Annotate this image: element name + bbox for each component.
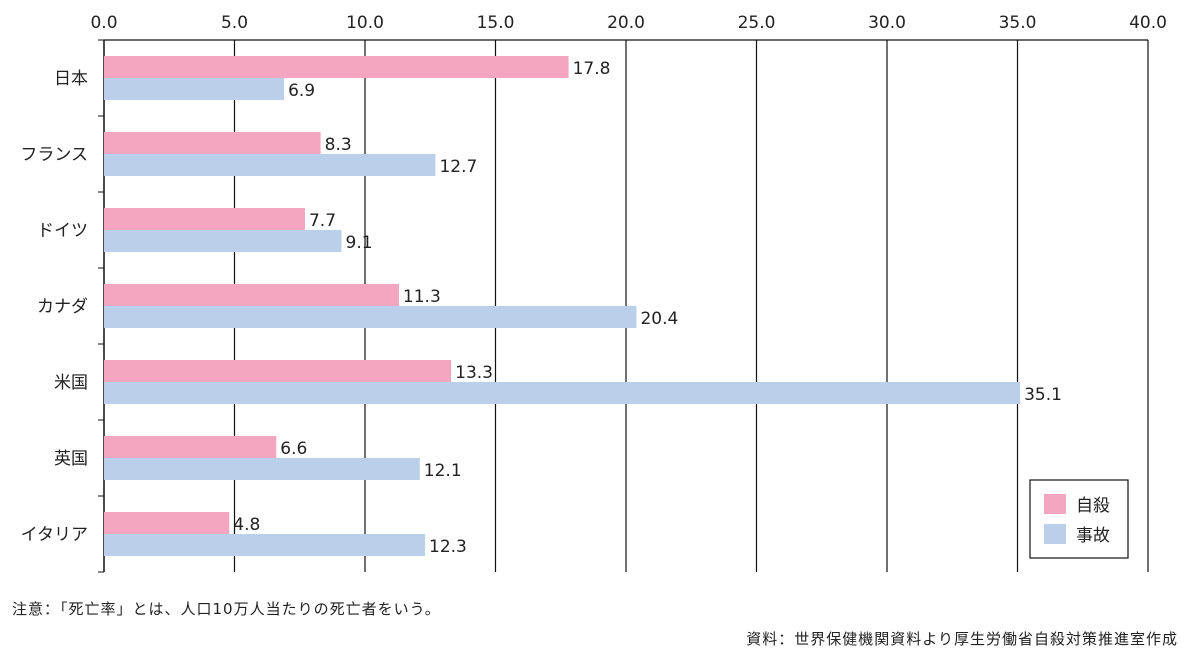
category-label: 米国 xyxy=(54,373,88,393)
data-label: 12.3 xyxy=(429,537,467,557)
x-tick-label: 35.0 xyxy=(999,13,1037,33)
category-label: 英国 xyxy=(54,449,88,469)
data-labels: 17.8 6.9 8.3 12.7 7.7 9.1 11.3 20.4 13.3 35.1 6.6 1… xyxy=(233,59,1062,557)
data-label: 17.8 xyxy=(573,59,611,79)
category-label: イタリア xyxy=(21,525,88,545)
data-label: 4.8 xyxy=(233,515,260,535)
legend-swatch xyxy=(1044,524,1066,544)
bar-accident xyxy=(104,230,342,252)
data-label: 20.4 xyxy=(640,309,678,329)
x-tick-label: 10.0 xyxy=(346,13,384,33)
bar-accident xyxy=(104,78,285,100)
x-tick-label: 15.0 xyxy=(477,13,515,33)
bar-accident xyxy=(104,306,637,328)
bar-suicide xyxy=(104,360,452,382)
x-tick-label: 20.0 xyxy=(607,13,645,33)
legend-box xyxy=(1029,479,1129,559)
data-label: 6.6 xyxy=(280,439,307,459)
bar-suicide xyxy=(104,512,230,534)
data-label: 6.9 xyxy=(288,81,315,101)
bars xyxy=(104,56,1021,556)
category-label: ドイツ xyxy=(37,221,88,241)
bar-suicide xyxy=(104,208,305,230)
category-label: フランス xyxy=(20,145,88,165)
data-label: 12.1 xyxy=(424,461,462,481)
legend-label: 自殺 xyxy=(1076,496,1110,516)
bar-suicide xyxy=(104,132,321,154)
x-tick-label: 25.0 xyxy=(738,13,776,33)
bar-accident xyxy=(104,534,426,556)
category-label: カナダ xyxy=(37,297,88,317)
legend-swatch xyxy=(1044,494,1066,514)
data-label: 35.1 xyxy=(1024,385,1062,405)
bar-suicide xyxy=(104,284,399,306)
x-tick-label: 5.0 xyxy=(221,13,248,33)
data-label: 8.3 xyxy=(325,135,352,155)
bar-chart: 0.0 5.0 10.0 15.0 20.0 25.0 30.0 35.0 40.0 日本フラン… xyxy=(20,13,1167,573)
x-tick-label: 0.0 xyxy=(90,13,117,33)
bar-accident xyxy=(104,458,420,480)
bar-suicide xyxy=(104,56,569,78)
legend-label: 事故 xyxy=(1076,526,1110,546)
bar-accident xyxy=(104,382,1021,404)
bar-suicide xyxy=(104,436,277,458)
data-label: 9.1 xyxy=(346,233,373,253)
data-label: 7.7 xyxy=(309,211,336,231)
x-tick-label: 40.0 xyxy=(1129,13,1167,33)
x-tick-labels: 0.0 5.0 10.0 15.0 20.0 25.0 30.0 35.0 40.0 xyxy=(90,13,1166,33)
chart-note: 注意：「死亡率」とは、人口10万人当たりの死亡者をいう。 xyxy=(12,600,441,618)
data-label: 11.3 xyxy=(403,287,441,307)
bar-accident xyxy=(104,154,436,176)
chart-source: 資料：世界保健機関資料より厚生労働省自殺対策推進室作成 xyxy=(746,630,1178,648)
data-label: 13.3 xyxy=(455,363,493,383)
x-tick-label: 30.0 xyxy=(868,13,906,33)
category-label: 日本 xyxy=(54,69,88,89)
data-label: 12.7 xyxy=(439,157,477,177)
